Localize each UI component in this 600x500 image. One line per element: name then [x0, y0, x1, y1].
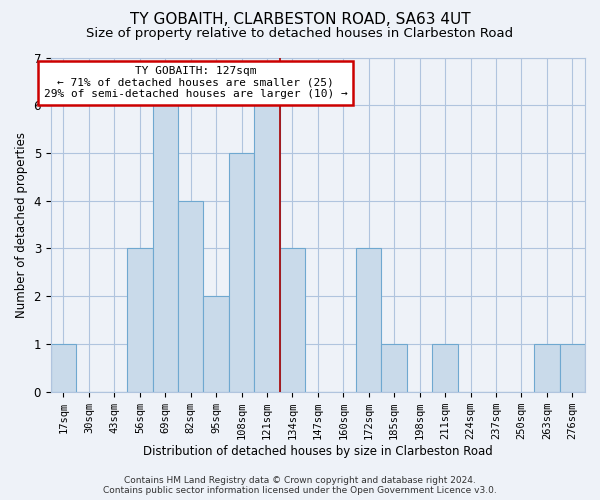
Text: TY GOBAITH: 127sqm
← 71% of detached houses are smaller (25)
29% of semi-detache: TY GOBAITH: 127sqm ← 71% of detached hou… [44, 66, 347, 100]
Bar [382, 344, 407, 392]
Text: TY GOBAITH, CLARBESTON ROAD, SA63 4UT: TY GOBAITH, CLARBESTON ROAD, SA63 4UT [130, 12, 470, 28]
Bar [356, 248, 382, 392]
Bar [254, 105, 280, 392]
Bar [152, 105, 178, 392]
Bar [203, 296, 229, 392]
Y-axis label: Number of detached properties: Number of detached properties [15, 132, 28, 318]
Bar [229, 153, 254, 392]
Bar [51, 344, 76, 392]
Bar [178, 200, 203, 392]
Bar [433, 344, 458, 392]
Bar [534, 344, 560, 392]
Text: Contains HM Land Registry data © Crown copyright and database right 2024.
Contai: Contains HM Land Registry data © Crown c… [103, 476, 497, 495]
Text: Size of property relative to detached houses in Clarbeston Road: Size of property relative to detached ho… [86, 28, 514, 40]
Bar [560, 344, 585, 392]
X-axis label: Distribution of detached houses by size in Clarbeston Road: Distribution of detached houses by size … [143, 444, 493, 458]
Bar [127, 248, 152, 392]
Bar [280, 248, 305, 392]
